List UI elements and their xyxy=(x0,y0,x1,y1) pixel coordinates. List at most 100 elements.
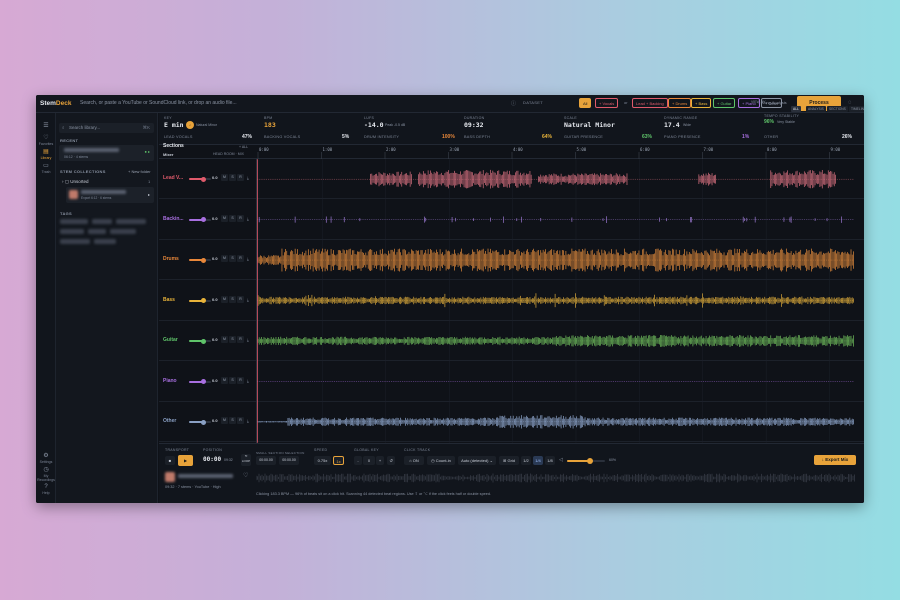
click-source-select[interactable]: Auto (detected) ⌄ xyxy=(458,456,496,465)
click-toggle[interactable]: ⌂ ON xyxy=(404,456,424,465)
filter-chip-8[interactable]: + Other xyxy=(761,98,783,108)
key-reset-button[interactable]: ↺ xyxy=(387,456,395,465)
master-volume-slider[interactable] xyxy=(567,458,605,464)
download-icon[interactable]: ⤓ xyxy=(247,337,249,342)
app-logo[interactable]: StemDeck xyxy=(40,100,71,107)
track-volume-slider[interactable] xyxy=(189,340,211,342)
filter-chip-6[interactable]: + Guitar xyxy=(713,98,736,108)
track-volume-slider[interactable] xyxy=(189,380,211,383)
filter-chip-5[interactable]: + Bass xyxy=(691,98,712,108)
track-m-button[interactable]: M xyxy=(221,336,228,343)
tag-chip[interactable] xyxy=(60,239,90,244)
track-r-button[interactable]: R xyxy=(237,417,244,424)
play-button[interactable]: ▶ xyxy=(178,455,193,466)
track-volume-slider[interactable] xyxy=(189,178,211,180)
folder-item[interactable]: Export 6:12 · 6 stems ▸ xyxy=(66,187,154,203)
track-s-button[interactable]: S xyxy=(229,214,236,222)
folder-unsorted[interactable]: › ▢ Unsorted xyxy=(62,179,89,185)
notifications-icon[interactable]: ◌ xyxy=(848,100,852,106)
rail-favorites[interactable]: ♡ Favorites xyxy=(36,135,56,146)
track-volume-knob[interactable] xyxy=(201,338,207,344)
download-icon[interactable]: ⤓ xyxy=(247,256,249,261)
track-volume-knob[interactable] xyxy=(201,257,207,263)
track-s-button[interactable]: S xyxy=(229,295,236,303)
track-volume-knob[interactable] xyxy=(201,419,207,425)
download-icon[interactable]: ⤓ xyxy=(247,175,249,180)
waveform-drums[interactable] xyxy=(257,248,855,272)
download-icon[interactable]: ⤓ xyxy=(247,377,249,383)
track-name[interactable]: Drums xyxy=(163,256,179,262)
download-icon[interactable]: ⤓ xyxy=(247,215,249,221)
key-down-button[interactable]: - xyxy=(354,456,362,465)
grid-quarter-button[interactable]: 1/4 xyxy=(533,456,543,465)
track-volume-knob[interactable] xyxy=(201,176,207,182)
tag-chip[interactable] xyxy=(60,229,84,234)
global-search-input[interactable]: Search, or paste a YouTube or SoundCloud… xyxy=(80,100,237,106)
speed-1x-button[interactable]: 1x xyxy=(333,456,344,465)
track-m-button[interactable]: M xyxy=(221,417,228,424)
view-tab-analysis[interactable]: ANALYSIS xyxy=(806,106,826,112)
track-s-button[interactable]: S xyxy=(229,255,236,262)
master-volume-knob[interactable] xyxy=(586,458,593,464)
tag-chip[interactable] xyxy=(88,229,106,234)
loop-start-field[interactable]: 00:00.00 xyxy=(256,456,276,465)
waveform-bass[interactable] xyxy=(257,293,855,308)
tag-chip[interactable] xyxy=(60,219,88,224)
key-wheel-icon[interactable]: ♪ xyxy=(186,121,194,129)
download-icon[interactable]: ⤓ xyxy=(247,418,249,423)
track-r-button[interactable]: R xyxy=(237,376,244,384)
timeline-ruler[interactable]: 0:00 1:00 2:00 3:00 4:00 5:00 6:00 7:00 8:00 9:00 xyxy=(256,145,864,159)
rail-menu[interactable]: ☰ xyxy=(36,123,56,130)
grid-half-button[interactable]: 1/2 xyxy=(521,456,531,465)
count-in-toggle[interactable]: ◷ Count-in xyxy=(427,456,455,465)
track-volume-slider[interactable] xyxy=(189,299,211,302)
track-r-button[interactable]: R xyxy=(237,174,244,181)
track-r-button[interactable]: R xyxy=(237,255,244,262)
filter-chip-7[interactable]: + Piano xyxy=(738,98,760,108)
track-r-button[interactable]: R xyxy=(237,214,244,222)
tag-chip[interactable] xyxy=(110,229,136,234)
track-s-button[interactable]: S xyxy=(229,376,236,384)
song-analysis-toggle[interactable]: ○ Song Analysis xyxy=(758,100,787,105)
stop-button[interactable]: ■ xyxy=(165,456,175,465)
rail-library[interactable]: ▤ Library xyxy=(36,149,56,160)
library-search-input[interactable]: ⌕ Search library... ⌘K xyxy=(59,123,154,133)
waveform-guitar[interactable] xyxy=(257,335,855,347)
track-name[interactable]: Backin... xyxy=(163,215,184,222)
export-mix-button[interactable]: ↓ Export Mix xyxy=(814,455,856,465)
heart-icon[interactable]: ♡ xyxy=(243,473,249,479)
track-name[interactable]: Bass xyxy=(163,296,175,303)
rail-help[interactable]: ? Help xyxy=(36,484,56,495)
play-icon[interactable]: ● ▸ xyxy=(144,149,150,154)
overview-waveform[interactable] xyxy=(256,472,856,484)
loop-end-field[interactable]: 00:00.00 xyxy=(279,456,299,465)
speed-075-button[interactable]: 0.75x xyxy=(314,456,331,465)
track-s-button[interactable]: S xyxy=(229,174,236,181)
new-folder-button[interactable]: + New folder xyxy=(128,169,151,174)
track-volume-knob[interactable] xyxy=(201,217,207,222)
download-icon[interactable]: ⤓ xyxy=(247,296,249,302)
waveform-lead[interactable] xyxy=(257,169,855,189)
waveform-backing[interactable] xyxy=(257,216,855,224)
track-volume-knob[interactable] xyxy=(201,298,207,303)
track-name[interactable]: Guitar xyxy=(163,337,178,343)
track-volume-slider[interactable] xyxy=(189,421,211,423)
track-m-button[interactable]: M xyxy=(221,214,228,222)
track-name[interactable]: Other xyxy=(163,418,177,424)
sections-all-toggle[interactable]: + ALL xyxy=(239,145,249,149)
view-tab-timeline[interactable]: TIMELINE xyxy=(849,106,864,112)
filter-chip-1[interactable]: + Vocals xyxy=(595,98,619,108)
rail-trash[interactable]: ▭ Trash xyxy=(36,163,56,174)
view-tab-sections[interactable]: SECTIONS xyxy=(827,106,848,112)
tag-chip[interactable] xyxy=(92,219,112,224)
tag-chip[interactable] xyxy=(94,239,116,244)
grid-eighth-button[interactable]: 1/8 xyxy=(545,456,555,465)
view-tab-all[interactable]: ALL xyxy=(791,106,801,112)
track-name[interactable]: Piano xyxy=(163,377,177,384)
track-name[interactable]: Lead V... xyxy=(163,175,184,181)
filter-chip-4[interactable]: + Drums xyxy=(668,98,692,108)
rail-settings[interactable]: ⚙ Settings xyxy=(36,453,56,464)
track-m-button[interactable]: M xyxy=(221,174,228,181)
info-icon[interactable]: ⓘ xyxy=(511,101,517,107)
grid-toggle[interactable]: ⊞ Grid xyxy=(499,456,519,465)
